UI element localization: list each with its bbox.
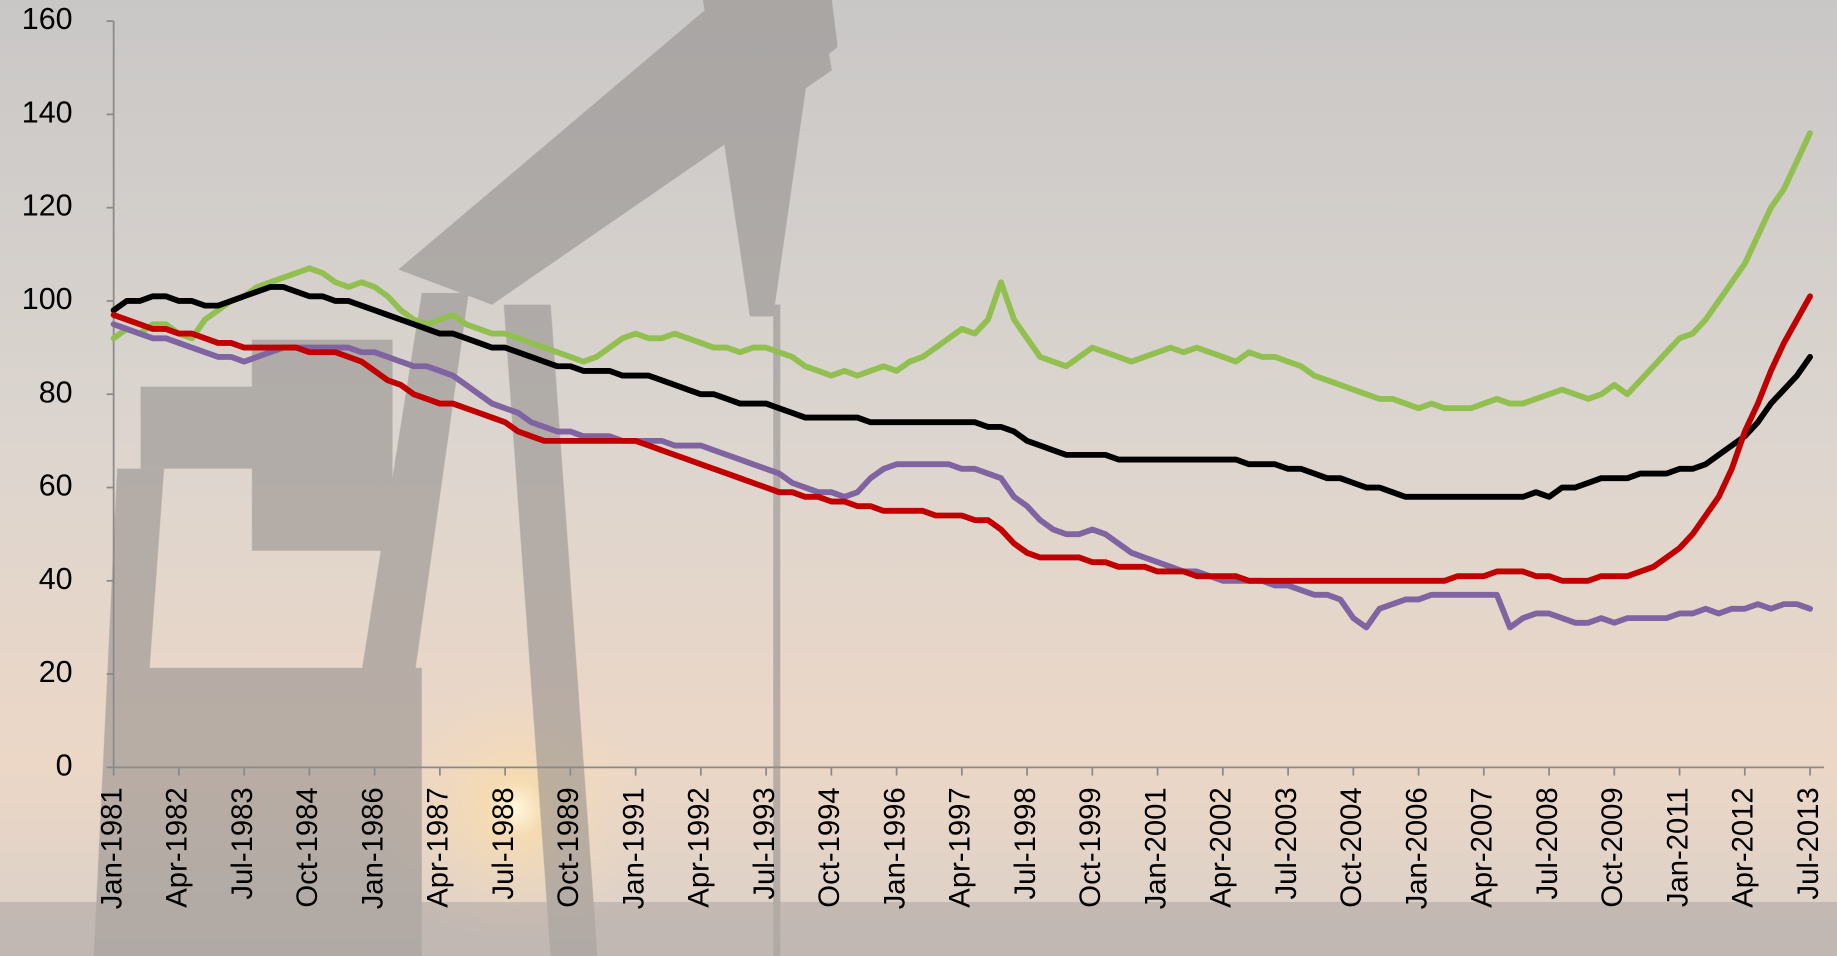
x-tick-label: Apr-1997: [944, 787, 977, 907]
x-tick-label: Jul-1998: [1009, 787, 1042, 899]
x-tick-label: Jul-1993: [748, 787, 781, 899]
x-tick-label: Oct-1984: [291, 787, 324, 907]
y-tick-label: 20: [39, 655, 73, 689]
x-tick-label: Jul-2013: [1792, 787, 1825, 899]
y-tick-label: 0: [56, 748, 73, 782]
x-tick-label: Jan-1996: [878, 787, 911, 909]
x-tick-label: Jan-1981: [95, 787, 128, 909]
y-tick-label: 160: [22, 2, 73, 36]
series-line: [110, 130, 1813, 412]
x-tick-label: Jan-1986: [356, 787, 389, 909]
x-tick-label: Jan-2006: [1400, 787, 1433, 909]
y-tick-label: 120: [22, 189, 73, 223]
x-tick-label: Apr-2012: [1727, 787, 1760, 907]
x-tick-label: Jul-1983: [226, 787, 259, 899]
x-tick-label: Jan-2011: [1661, 787, 1694, 907]
x-tick-label: Oct-2009: [1596, 787, 1629, 907]
x-tick-label: Apr-2002: [1205, 787, 1238, 907]
x-tick-label: Apr-1992: [683, 787, 716, 907]
x-tick-label: Jul-1988: [487, 787, 520, 899]
y-tick-label: 80: [39, 375, 73, 409]
x-tick-label: Jan-1991: [617, 787, 650, 909]
series-line: [110, 321, 1813, 631]
series-line: [110, 293, 1813, 584]
x-tick-label: Jul-2008: [1531, 787, 1564, 899]
x-tick-label: Oct-2004: [1335, 787, 1368, 907]
series-line: [110, 284, 1813, 500]
y-tick-label: 60: [39, 469, 73, 503]
x-tick-label: Oct-1989: [552, 787, 585, 907]
y-tick-label: 100: [22, 282, 73, 316]
x-tick-label: Jul-2003: [1270, 787, 1303, 899]
x-tick-label: Oct-1994: [813, 787, 846, 907]
x-tick-label: Oct-1999: [1074, 787, 1107, 907]
y-tick-label: 140: [22, 95, 73, 129]
y-tick-label: 40: [39, 562, 73, 596]
x-tick-label: Apr-2007: [1466, 787, 1499, 907]
x-tick-label: Apr-1982: [161, 787, 194, 907]
x-tick-label: Apr-1987: [422, 787, 455, 907]
x-tick-label: Jan-2001: [1139, 787, 1172, 909]
